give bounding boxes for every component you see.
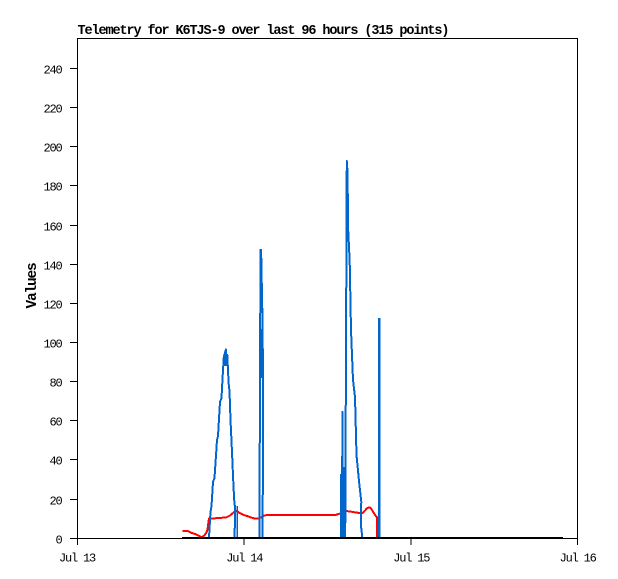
svg-text:180: 180 xyxy=(43,181,62,195)
svg-text:40: 40 xyxy=(49,455,62,469)
svg-text:160: 160 xyxy=(43,221,62,235)
svg-text:Jul 14: Jul 14 xyxy=(226,552,263,566)
svg-text:Jul 15: Jul 15 xyxy=(393,552,430,566)
svg-text:0: 0 xyxy=(55,534,62,548)
svg-text:140: 140 xyxy=(43,260,62,274)
svg-text:80: 80 xyxy=(49,377,62,391)
svg-text:120: 120 xyxy=(43,299,62,313)
svg-text:240: 240 xyxy=(43,64,62,78)
svg-text:60: 60 xyxy=(49,416,62,430)
svg-text:220: 220 xyxy=(43,103,62,117)
svg-text:100: 100 xyxy=(43,338,62,352)
svg-text:200: 200 xyxy=(43,142,62,156)
svg-text:Values: Values xyxy=(25,263,41,309)
svg-text:Telemetry for K6TJS-9 over las: Telemetry for K6TJS-9 over last 96 hours… xyxy=(78,24,449,39)
svg-text:Jul 13: Jul 13 xyxy=(59,552,96,566)
svg-text:Jul 16: Jul 16 xyxy=(560,552,597,566)
svg-text:20: 20 xyxy=(49,495,62,509)
